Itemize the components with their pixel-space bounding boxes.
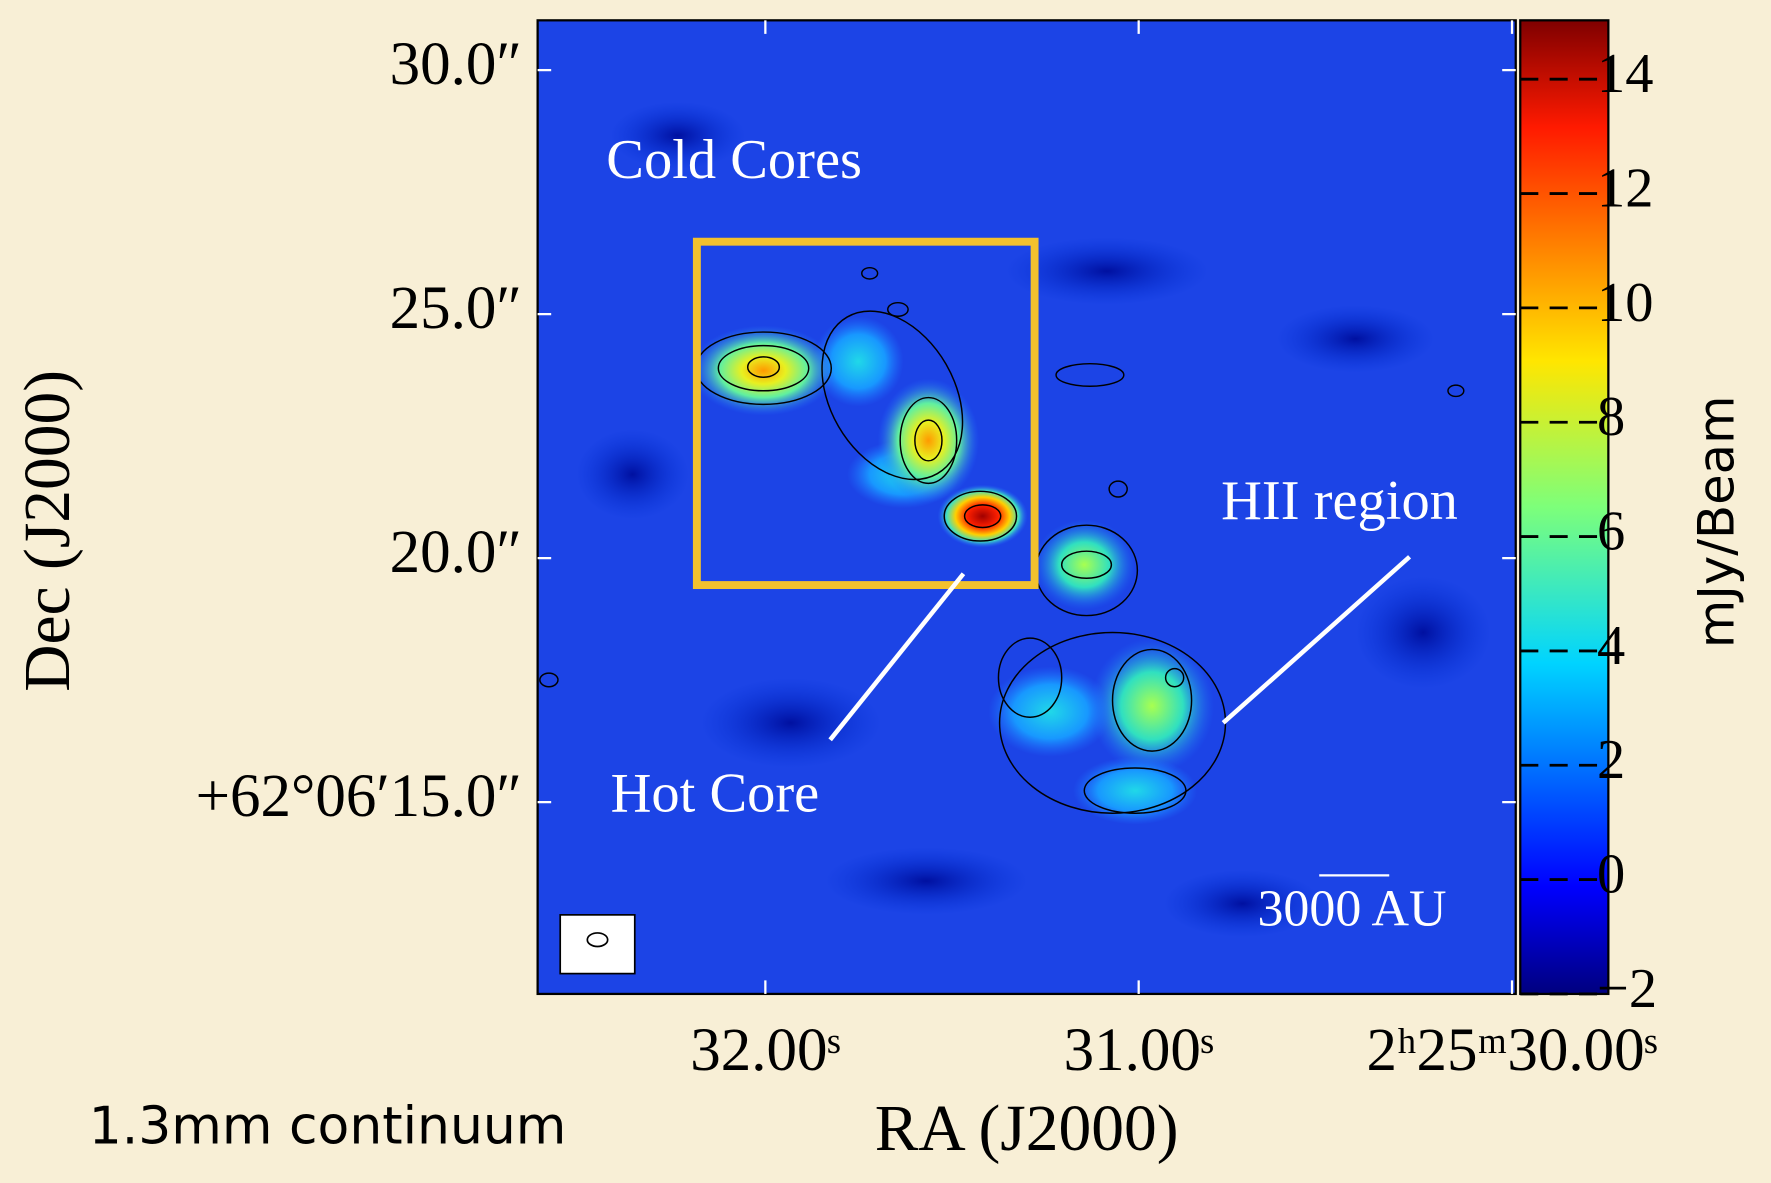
plot-frame	[536, 19, 1517, 996]
y-axis-label: Dec (J2000)	[12, 370, 84, 692]
colorbar-label: mJy/Beam	[1688, 395, 1746, 648]
y-tick-label: 25.0″	[390, 275, 522, 342]
colorbar-tick-label: 12	[1597, 158, 1653, 220]
x-axis-label: RA (J2000)	[875, 1093, 1179, 1165]
colorbar-tick-label: 6	[1597, 501, 1625, 563]
y-tick-label: 20.0″	[390, 519, 522, 586]
pointer-line	[1221, 555, 1412, 725]
x-tick-label: 2ʰ25ᵐ30.00ˢ	[1366, 1017, 1657, 1084]
colorbar-tick-label: 2	[1597, 729, 1625, 791]
annotation: Hot Core	[611, 762, 820, 824]
beam	[586, 932, 609, 948]
y-tick-label: 30.0″	[390, 31, 522, 98]
beam-box	[559, 914, 636, 975]
colorbar-tick-label: 14	[1597, 43, 1653, 105]
scale-label: 3000 AU	[1257, 881, 1446, 938]
colorbar-tick-label: 4	[1597, 615, 1625, 677]
x-tick-label: 31.00ˢ	[1064, 1017, 1214, 1084]
highlight-box	[692, 237, 1039, 590]
colorbar	[1519, 19, 1610, 996]
sky-image	[537, 20, 1516, 994]
colorbar-tick-label: 8	[1597, 386, 1625, 448]
colorbar-tick-label: −2	[1597, 958, 1657, 1020]
colorbar-tick-label: 10	[1597, 272, 1653, 334]
pointer-line	[828, 572, 966, 742]
caption: 1.3mm continuum	[89, 1096, 567, 1156]
colorbar-tick-label: 0	[1597, 844, 1625, 906]
x-tick-label: 32.00ˢ	[690, 1017, 840, 1084]
y-tick-label: +62°06′15.0″	[196, 763, 522, 830]
annotation: HII region	[1221, 470, 1458, 532]
annotation: Cold Cores	[606, 129, 862, 191]
